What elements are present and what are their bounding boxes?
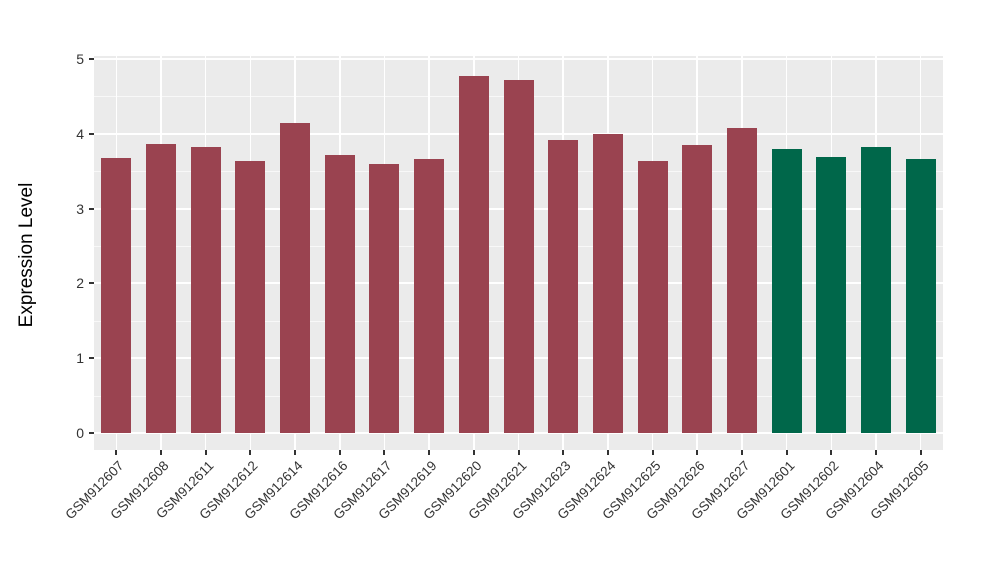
- bar-GSM912611: [190, 146, 221, 433]
- bar-GSM912619: [414, 159, 445, 433]
- y-tick-label: 0: [76, 425, 84, 441]
- bar-GSM912612: [235, 161, 266, 433]
- bar-GSM912616: [324, 154, 355, 433]
- x-axis-tick: [606, 450, 609, 455]
- x-axis-tick: [428, 450, 431, 455]
- bar-GSM912604: [860, 146, 891, 433]
- y-tick-label: 4: [76, 125, 84, 142]
- bar-GSM912621: [503, 79, 534, 433]
- x-axis-tick: [919, 450, 922, 455]
- y-axis-tick: [89, 132, 94, 135]
- y-axis-tick: [89, 207, 94, 210]
- y-axis-tick: [89, 432, 94, 434]
- x-axis-tick: [696, 450, 699, 455]
- y-tick-label: 2: [76, 275, 84, 292]
- bar-GSM912608: [146, 143, 177, 433]
- x-axis-tick: [517, 450, 520, 455]
- x-axis-tick: [383, 450, 386, 455]
- x-axis-tick: [338, 450, 341, 455]
- bar-GSM912617: [369, 163, 400, 433]
- x-axis-tick: [651, 450, 654, 455]
- bar-GSM912601: [771, 148, 802, 433]
- x-axis-tick: [830, 450, 833, 455]
- x-axis-tick: [204, 450, 207, 455]
- bar-GSM912602: [816, 156, 847, 433]
- x-axis-tick: [562, 450, 565, 455]
- y-tick-label: 1: [76, 350, 84, 367]
- y-axis-title: Expression Level: [16, 182, 37, 328]
- x-axis-tick: [115, 450, 118, 455]
- bar-GSM912623: [548, 139, 579, 433]
- x-axis-tick: [785, 450, 788, 455]
- x-axis-tick: [874, 450, 877, 455]
- x-axis-tick: [160, 450, 163, 455]
- bar-GSM912607: [101, 158, 132, 433]
- y-axis-tick: [89, 357, 94, 360]
- y-axis-tick: [89, 282, 94, 285]
- bar-GSM912625: [637, 160, 668, 433]
- x-axis-tick: [249, 450, 252, 455]
- x-axis-tick: [294, 450, 297, 455]
- bar-GSM912605: [905, 159, 936, 433]
- bar-GSM912624: [592, 133, 623, 433]
- x-axis-tick: [472, 450, 475, 455]
- bar-GSM912627: [726, 127, 757, 433]
- x-axis-tick: [740, 450, 743, 455]
- y-tick-label: 3: [76, 200, 84, 217]
- y-axis-tick: [89, 58, 94, 60]
- bar-GSM912614: [280, 122, 311, 433]
- y-tick-label: 5: [76, 51, 84, 67]
- plot-panel: [94, 56, 943, 450]
- bar-GSM912620: [458, 76, 489, 433]
- bar-GSM912626: [682, 145, 713, 433]
